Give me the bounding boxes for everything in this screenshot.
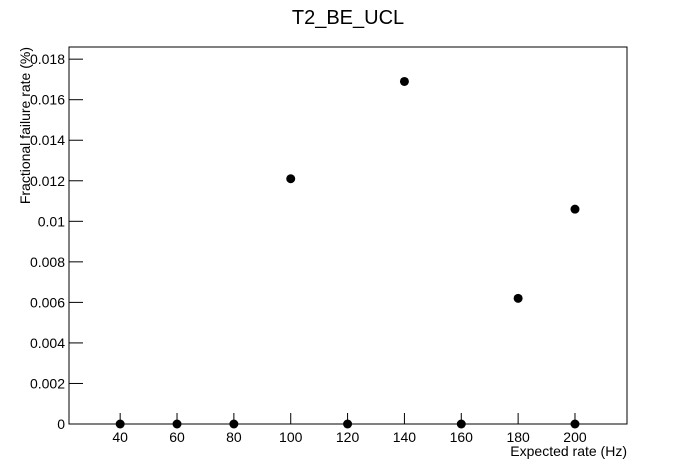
data-point [570, 419, 580, 429]
data-point [286, 174, 296, 184]
y-tick-label: 0.016 [30, 92, 65, 108]
x-tick-label: 160 [450, 429, 474, 445]
y-axis-title: Fractional failure rate (%) [17, 47, 33, 204]
y-tick-label: 0.006 [30, 294, 65, 310]
y-tick-label: 0.014 [30, 132, 65, 148]
x-tick-label: 140 [393, 429, 417, 445]
data-point [229, 419, 239, 429]
x-tick-label: 40 [112, 429, 128, 445]
y-tick-label: 0.01 [38, 213, 65, 229]
y-tick-label: 0.004 [30, 335, 65, 351]
x-tick-label: 60 [169, 429, 185, 445]
data-point [399, 76, 409, 86]
x-tick-label: 180 [506, 429, 530, 445]
x-tick-label: 100 [279, 429, 303, 445]
data-point [115, 419, 125, 429]
chart-title: T2_BE_UCL [292, 7, 404, 29]
y-tick-label: 0.018 [30, 51, 65, 67]
data-point [172, 419, 182, 429]
data-point [513, 293, 523, 303]
y-tick-label: 0.012 [30, 173, 65, 189]
data-point [570, 204, 580, 214]
y-tick-label: 0 [57, 416, 65, 432]
data-point [343, 419, 353, 429]
data-point [456, 419, 466, 429]
y-tick-label: 0.008 [30, 254, 65, 270]
x-tick-label: 120 [336, 429, 360, 445]
x-tick-label: 80 [226, 429, 242, 445]
x-tick-label: 200 [563, 429, 587, 445]
x-axis-title: Expected rate (Hz) [510, 443, 627, 459]
y-tick-label: 0.002 [30, 375, 65, 391]
